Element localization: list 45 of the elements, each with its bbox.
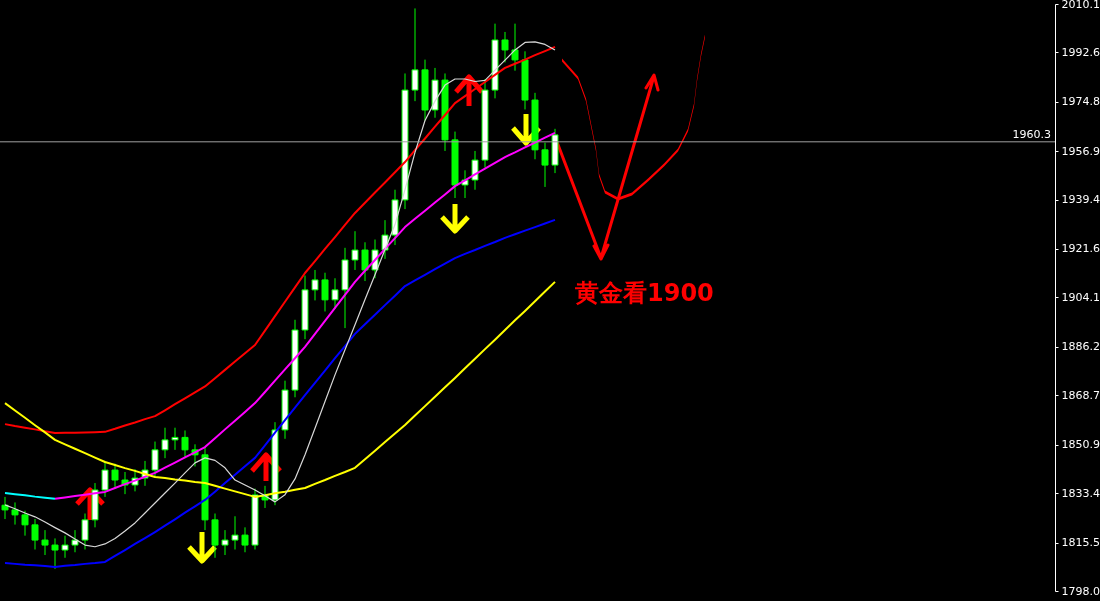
candlestick [41, 529, 49, 556]
candlestick [1, 496, 9, 520]
candlestick [21, 510, 29, 537]
y-tick-label: 1939.4 [1061, 193, 1100, 207]
candlestick [71, 529, 79, 553]
y-tick-label: 1886.2 [1061, 340, 1100, 354]
candlestick [471, 150, 479, 191]
line-series [4, 45, 556, 434]
candlestick [31, 518, 39, 550]
candlestick [111, 463, 119, 490]
candlestick [171, 427, 179, 451]
y-tick-label: 1921.6 [1061, 242, 1100, 256]
candlestick [321, 272, 329, 312]
candlestick [511, 23, 519, 72]
candlestick [101, 460, 109, 498]
y-tick-label: 2010.1 [1061, 0, 1100, 11]
candlestick [61, 535, 69, 559]
y-tick-label: 1868.7 [1061, 388, 1100, 402]
candlestick [411, 7, 419, 102]
y-tick-label: 1992.6 [1061, 45, 1100, 59]
candlestick [181, 429, 189, 459]
y-tick-label: 1833.4 [1061, 486, 1100, 500]
y-tick-label: 1850.9 [1061, 438, 1100, 452]
y-tick-label: 1815.5 [1061, 536, 1100, 550]
text: 黄金看1900 [574, 279, 714, 307]
candlestick [311, 269, 319, 301]
y-tick-label: 1956.9 [1061, 144, 1100, 158]
y-tick-label: 1798.0 [1061, 584, 1100, 598]
ref-line-label: 1960.3 [1012, 127, 1051, 141]
candlestick [361, 241, 369, 282]
candlestick [541, 142, 549, 188]
candlestick [11, 501, 19, 526]
candlestick [231, 515, 239, 550]
candlestick [51, 537, 59, 570]
y-tick-label: 1974.8 [1061, 95, 1100, 109]
y-tick-label: 1904.1 [1061, 290, 1100, 304]
candlestick [331, 277, 339, 310]
line-series [4, 218, 556, 568]
candlestick [241, 526, 249, 553]
candlestick [161, 427, 169, 459]
candlestick [501, 31, 509, 63]
candlestick [151, 441, 159, 479]
candlestick [351, 230, 359, 271]
candlestick [221, 529, 229, 556]
candlestick [81, 513, 89, 550]
